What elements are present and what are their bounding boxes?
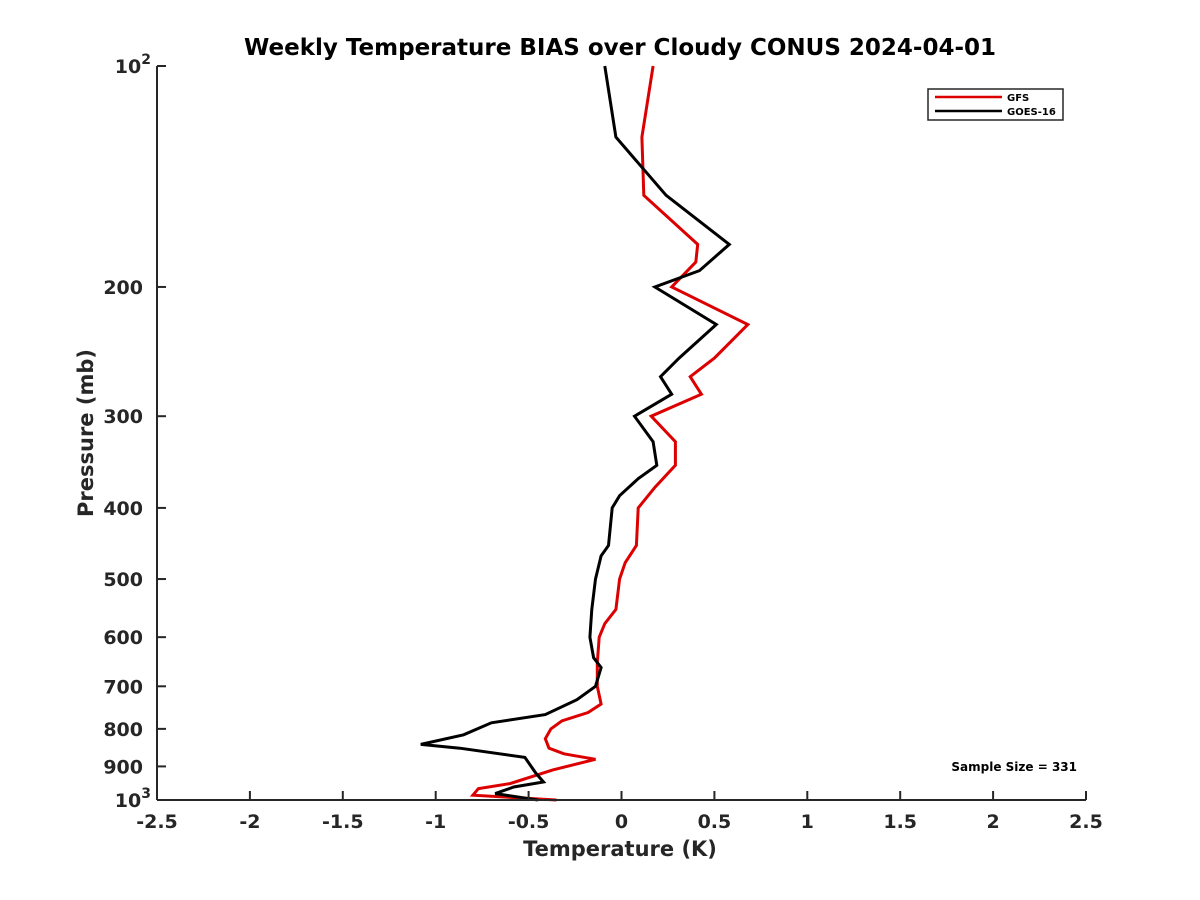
chart-title: Weekly Temperature BIAS over Cloudy CONU…	[244, 35, 996, 61]
y-ticks: 102 200 300 400 500 600 700 800 900 103	[103, 52, 166, 812]
x-tick-label: 2.5	[1069, 811, 1103, 833]
y-tick-label: 800	[103, 719, 143, 741]
x-tick-label: -2.5	[136, 811, 178, 833]
x-tick-label: 1	[801, 811, 814, 833]
sample-size-annotation: Sample Size = 331	[951, 760, 1077, 774]
legend-box	[927, 88, 1064, 121]
x-tick-label: 0.5	[698, 811, 732, 833]
y-tick-label: 700	[103, 676, 143, 698]
y-axis-label: Pressure (mb)	[74, 349, 98, 517]
x-axis-label: Temperature (K)	[523, 837, 717, 861]
x-tick-label: 0	[615, 811, 628, 833]
x-ticks: -2.5 -2 -1.5 -1 -0.5 0 0.5 1 1.5 2 2.5	[136, 791, 1103, 833]
legend-label-goes16: GOES-16	[1007, 107, 1056, 118]
legend: GFS GOES-16	[927, 88, 1064, 121]
y-tick-label: 900	[103, 756, 143, 778]
x-tick-label: -1	[425, 811, 446, 833]
x-tick-label: 2	[986, 811, 999, 833]
y-tick-label: 103	[115, 786, 151, 812]
series-layer	[420, 65, 751, 802]
y-tick-label: 400	[103, 498, 143, 520]
y-tick-label: 600	[103, 627, 143, 649]
x-tick-label: 1.5	[883, 811, 917, 833]
x-tick-label: -0.5	[508, 811, 550, 833]
x-tick-label: -2	[239, 811, 260, 833]
y-tick-label: 102	[115, 52, 151, 78]
y-tick-label: 500	[103, 569, 143, 591]
y-tick-label: 300	[103, 406, 143, 428]
series-line-gfs	[469, 65, 751, 802]
legend-label-gfs: GFS	[1007, 93, 1029, 104]
x-tick-label: -1.5	[322, 811, 364, 833]
y-tick-label: 200	[103, 277, 143, 299]
series-line-goes16	[420, 65, 732, 802]
